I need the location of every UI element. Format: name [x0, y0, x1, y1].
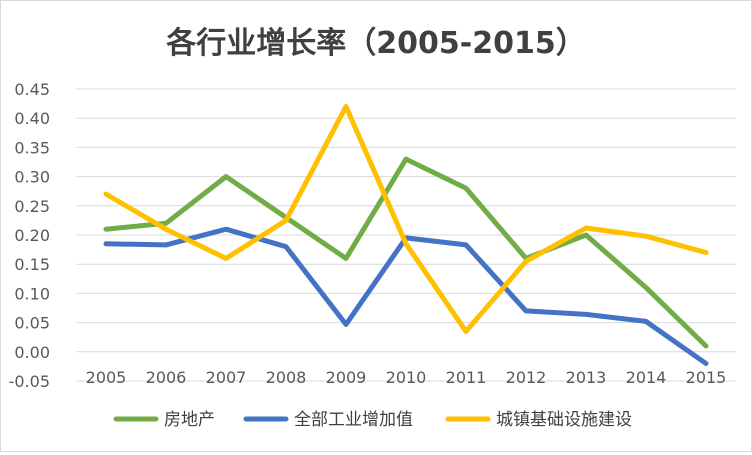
y-tick-label: 0.45 — [14, 80, 50, 99]
chart-title: 各行业增长率（2005-2015） — [165, 26, 585, 61]
y-tick-label: 0.20 — [14, 226, 50, 245]
x-axis-ticks: 2005 2006 2007 2008 2009 2010 2011 2012 2013 2014… — [86, 368, 727, 387]
y-tick-label: 0.15 — [14, 255, 50, 274]
legend-label: 全部工业增加值 — [294, 410, 413, 430]
y-tick-label: 0.35 — [14, 138, 50, 157]
x-tick-label: 2010 — [386, 368, 427, 387]
x-tick-label: 2014 — [626, 368, 667, 387]
x-tick-label: 2015 — [686, 368, 727, 387]
y-tick-label: 0.00 — [14, 343, 50, 362]
y-tick-label: 0.05 — [14, 314, 50, 333]
x-tick-label: 2006 — [146, 368, 187, 387]
y-tick-label: 0.40 — [14, 109, 50, 128]
x-tick-label: 2005 — [86, 368, 127, 387]
y-tick-label: 0.25 — [14, 197, 50, 216]
y-tick-label: -0.05 — [9, 372, 50, 391]
y-axis-ticks: -0.05 0.00 0.05 0.10 0.15 0.20 0.25 0.30 0.35 0.4… — [9, 80, 50, 391]
x-tick-label: 2009 — [326, 368, 367, 387]
x-tick-label: 2008 — [266, 368, 307, 387]
series-lines — [103, 104, 709, 366]
series-line-2 — [103, 226, 709, 366]
legend: 房地产 全部工业增加值 城镇基础设施建设 — [113, 410, 632, 430]
series-line-1 — [103, 156, 709, 349]
y-tick-label: 0.30 — [14, 168, 50, 187]
y-tick-label: 0.10 — [14, 284, 50, 303]
x-tick-label: 2011 — [446, 368, 487, 387]
x-tick-label: 2013 — [566, 368, 607, 387]
x-tick-label: 2007 — [206, 368, 247, 387]
legend-label: 城镇基础设施建设 — [496, 410, 632, 430]
x-tick-label: 2012 — [506, 368, 547, 387]
legend-label: 房地产 — [164, 410, 215, 430]
series-line-3 — [103, 104, 709, 334]
